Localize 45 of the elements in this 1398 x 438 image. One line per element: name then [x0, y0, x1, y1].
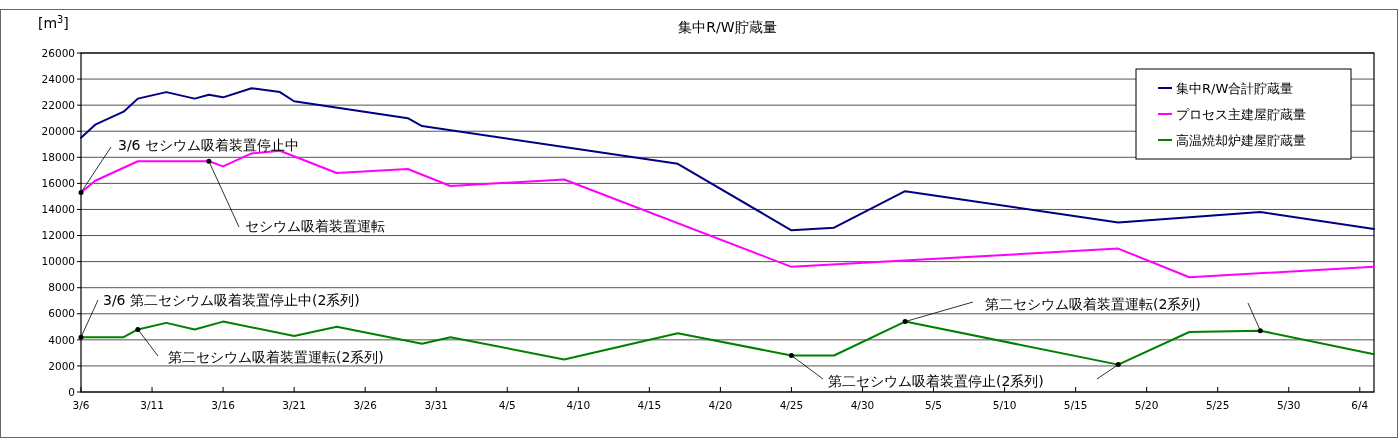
y-tick-label: 6000 — [48, 307, 75, 320]
x-tick-label: 5/30 — [1276, 399, 1301, 411]
y-tick-label: 8000 — [48, 281, 75, 294]
line-series — [80, 320, 1375, 366]
x-tick-label: 5/25 — [1205, 399, 1230, 411]
annotation: 3/6 セシウム吸着装置停止中 — [118, 137, 299, 153]
legend-label: 高温焼却炉建屋貯蔵量 — [1176, 132, 1306, 148]
y-tick-label: 0 — [68, 385, 75, 398]
x-tick-label: 3/26 — [353, 399, 378, 411]
y-tick-label: 12000 — [41, 229, 75, 242]
x-tick-label: 3/11 — [140, 399, 164, 411]
x-tick-label: 3/6 — [72, 399, 90, 411]
x-tick-label: 4/15 — [637, 399, 662, 411]
x-tick-label: 4/5 — [498, 399, 516, 411]
chart-title: 集中R/W貯蔵量 — [678, 19, 777, 35]
x-tick-label: 3/21 — [282, 399, 306, 411]
x-tick-label: 4/25 — [779, 399, 804, 411]
legend-label: プロセス主建屋貯蔵量 — [1176, 106, 1306, 122]
x-tick-label: 3/16 — [211, 399, 236, 411]
annotation: セシウム吸着装置運転 — [245, 218, 385, 234]
y-tick-label: 10000 — [41, 255, 75, 268]
y-tick-label: 20000 — [41, 124, 75, 137]
x-tick-label: 5/5 — [925, 399, 942, 411]
annotation: 第二セシウム吸着装置停止(2系列) — [828, 373, 1044, 389]
y-axis-title: [m$^{3}$] — [38, 13, 69, 31]
x-tick-label: 3/31 — [424, 399, 449, 411]
y-tick-label: 24000 — [41, 72, 75, 85]
y-tick-label: 14000 — [41, 203, 75, 216]
x-tick-label: 4/10 — [566, 399, 591, 411]
x-tick-label: 4/30 — [850, 399, 875, 411]
x-tick-label: 5/15 — [1063, 399, 1088, 411]
x-tick-label: 6/4 — [1351, 399, 1369, 411]
y-tick-label: 18000 — [41, 150, 75, 163]
x-tick-label: 5/20 — [1134, 399, 1159, 411]
annotation: 第二セシウム吸着装置運転(2系列) — [985, 296, 1201, 312]
y-tick-label: 4000 — [48, 333, 75, 346]
y-tick-label: 22000 — [41, 98, 75, 111]
x-tick-label: 4/20 — [708, 399, 733, 411]
y-tick-label: 2000 — [48, 359, 75, 372]
annotation: 第二セシウム吸着装置運転(2系列) — [168, 349, 384, 365]
annotation: 3/6 第二セシウム吸着装置停止中(2系列) — [103, 292, 360, 308]
legend-label: 集中R/W合計貯蔵量 — [1176, 80, 1294, 96]
y-tick-label: 16000 — [41, 177, 75, 190]
x-tick-label: 5/10 — [992, 399, 1017, 411]
y-tick-label: 26000 — [41, 46, 75, 59]
